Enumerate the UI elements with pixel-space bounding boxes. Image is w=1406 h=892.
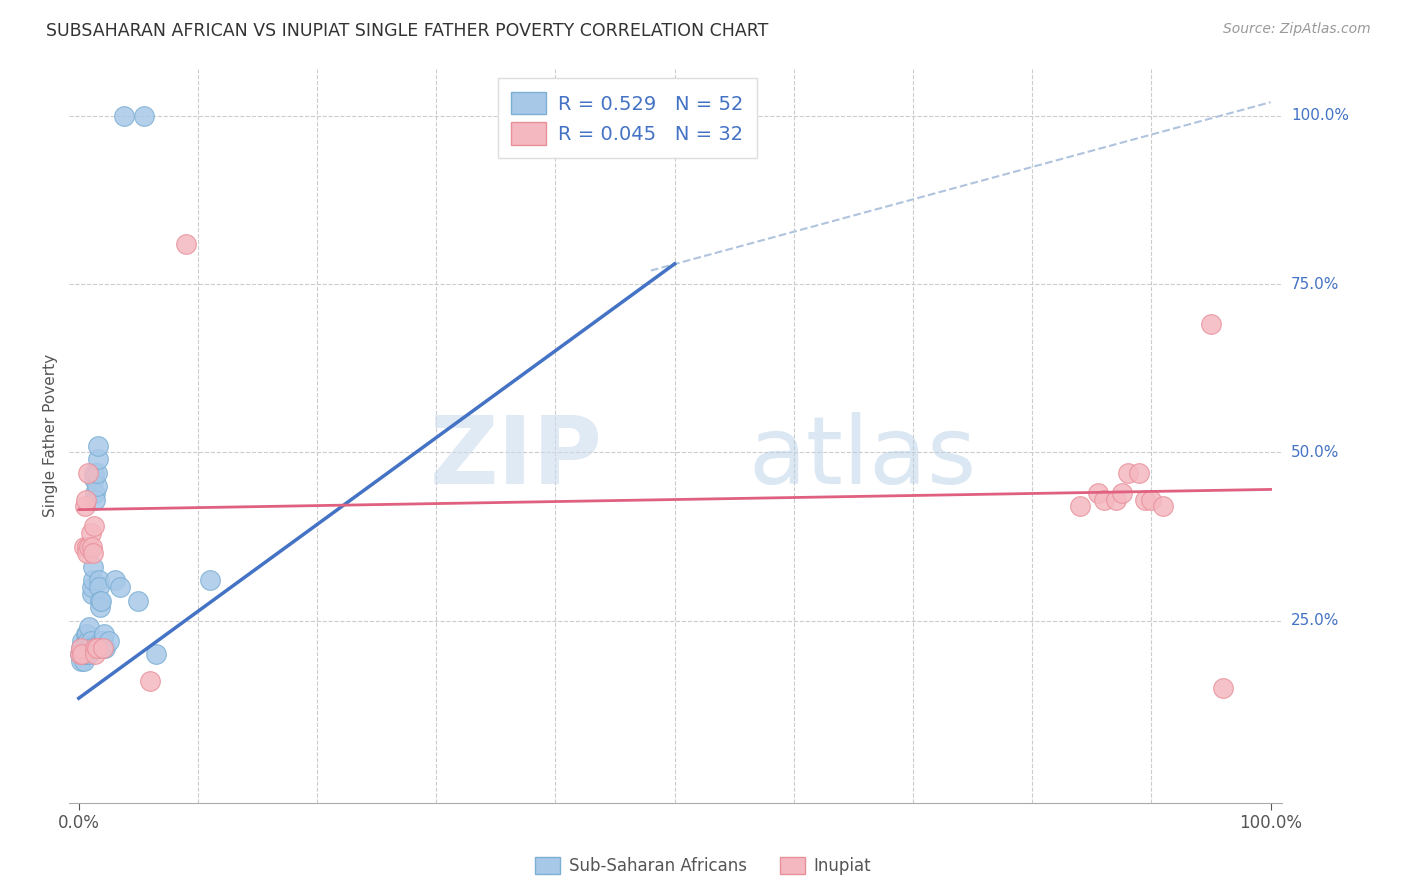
Text: atlas: atlas [748, 411, 977, 504]
Point [80, 580, 103, 594]
Text: 100.0%: 100.0% [1291, 108, 1348, 123]
Point [91, 634, 114, 648]
Point [1199, 318, 1222, 332]
Point [134, 109, 156, 123]
Point [82, 546, 104, 560]
Point [1104, 492, 1126, 507]
Point [1212, 681, 1234, 695]
Point [1140, 492, 1163, 507]
Point [97, 634, 120, 648]
Point [84, 640, 107, 655]
Point [83, 466, 105, 480]
Point [76, 540, 98, 554]
Point [1069, 500, 1091, 514]
Point [79, 526, 101, 541]
Point [80, 540, 103, 554]
Point [72, 654, 94, 668]
Point [72, 648, 94, 662]
Point [82, 560, 104, 574]
Point [83, 519, 105, 533]
Point [73, 648, 96, 662]
Point [89, 600, 111, 615]
Legend: Sub-Saharan Africans, Inupiat: Sub-Saharan Africans, Inupiat [527, 849, 879, 884]
Point [84, 648, 107, 662]
Point [72, 634, 94, 648]
Point [90, 593, 112, 607]
Point [72, 540, 94, 554]
Point [94, 640, 117, 655]
Point [77, 648, 100, 662]
Point [75, 634, 97, 648]
Legend: R = 0.529   N = 52, R = 0.045   N = 32: R = 0.529 N = 52, R = 0.045 N = 32 [498, 78, 756, 158]
Point [82, 574, 104, 588]
Point [79, 620, 101, 634]
Point [76, 546, 98, 560]
Point [70, 654, 93, 668]
Point [103, 574, 125, 588]
Point [87, 580, 110, 594]
Point [76, 640, 98, 655]
Point [77, 640, 100, 655]
Point [70, 640, 93, 655]
Point [1128, 466, 1150, 480]
Point [91, 640, 114, 655]
Point [1152, 500, 1174, 514]
Point [69, 648, 91, 662]
Point [75, 627, 97, 641]
Point [86, 640, 108, 655]
Point [73, 640, 96, 655]
Point [89, 593, 111, 607]
Point [91, 640, 114, 655]
Point [198, 574, 221, 588]
Point [139, 674, 162, 689]
Point [1116, 466, 1139, 480]
Point [87, 452, 110, 467]
Point [87, 574, 110, 588]
Point [83, 472, 105, 486]
Text: SUBSAHARAN AFRICAN VS INUPIAT SINGLE FATHER POVERTY CORRELATION CHART: SUBSAHARAN AFRICAN VS INUPIAT SINGLE FAT… [46, 22, 769, 40]
Point [90, 634, 112, 648]
Point [79, 640, 101, 655]
Point [1111, 485, 1133, 500]
Point [86, 479, 108, 493]
Point [1092, 492, 1115, 507]
Text: Source: ZipAtlas.com: Source: ZipAtlas.com [1223, 22, 1371, 37]
Point [72, 648, 94, 662]
Point [86, 466, 108, 480]
Point [84, 485, 107, 500]
Point [80, 587, 103, 601]
Point [1135, 492, 1157, 507]
Point [77, 466, 100, 480]
Text: ZIP: ZIP [430, 411, 603, 504]
Point [69, 648, 91, 662]
Point [79, 648, 101, 662]
Point [112, 109, 135, 123]
Point [127, 593, 149, 607]
Point [93, 627, 115, 641]
Text: 50.0%: 50.0% [1291, 445, 1339, 460]
Point [73, 500, 96, 514]
Text: 75.0%: 75.0% [1291, 277, 1339, 292]
Point [70, 640, 93, 655]
Y-axis label: Single Father Poverty: Single Father Poverty [44, 354, 58, 517]
Point [76, 634, 98, 648]
Point [75, 492, 97, 507]
Point [145, 648, 167, 662]
Point [110, 580, 132, 594]
Point [87, 439, 110, 453]
Point [76, 627, 98, 641]
Point [79, 540, 101, 554]
Point [1087, 485, 1109, 500]
Point [77, 634, 100, 648]
Point [79, 634, 101, 648]
Point [174, 236, 197, 251]
Point [72, 648, 94, 662]
Text: 25.0%: 25.0% [1291, 614, 1339, 628]
Point [84, 492, 107, 507]
Point [75, 648, 97, 662]
